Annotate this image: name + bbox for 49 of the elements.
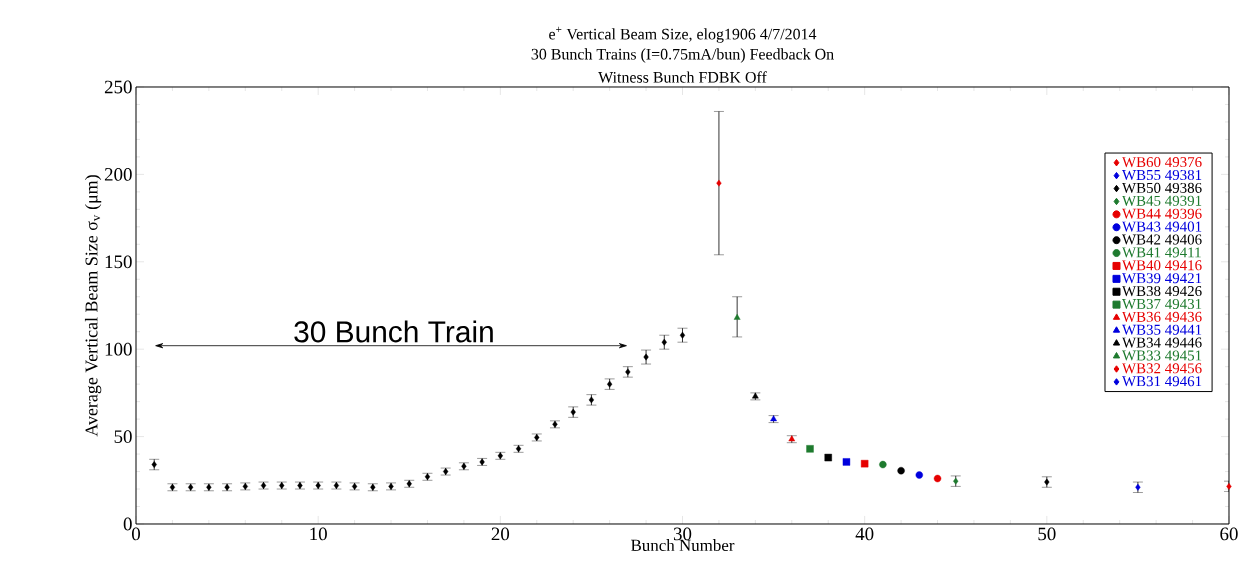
x-tick-label: 20: [491, 527, 510, 541]
x-tick-label: 30: [673, 527, 692, 541]
legend-label: WB36 49436: [1122, 311, 1202, 322]
legend-label: WB37 49431: [1122, 298, 1202, 310]
point: [661, 338, 667, 346]
point: [842, 458, 851, 466]
chart-subtitle: 30 Bunch Trains (I=0.75mA/bun) Feedback On: [531, 48, 834, 63]
chart-title: e$^{+}$ Vertical Beam Size, elog1906 4/7/2014: [549, 26, 817, 43]
point: [806, 445, 814, 453]
legend-label: WB55 49381: [1122, 169, 1202, 181]
legend-label: WB60 49376: [1122, 157, 1202, 168]
x-tick-label: 50: [1038, 527, 1056, 541]
legend-label: WB43 49401: [1122, 221, 1202, 232]
point: [679, 331, 686, 339]
legend-label: WB34 49446: [1122, 337, 1202, 348]
point: [933, 474, 942, 483]
point: [860, 459, 869, 468]
point: [716, 179, 722, 187]
annotation: 30 Bunch Train: [294, 320, 493, 343]
legend-label: WB35 49441: [1122, 324, 1202, 335]
point: [733, 313, 741, 320]
y-tick-label: 200: [104, 168, 132, 181]
legend-label: WB45 49391: [1122, 195, 1202, 206]
y-tick-label: 250: [104, 80, 132, 94]
point: [824, 453, 832, 462]
legend-label: WB42 49406: [1122, 234, 1202, 245]
legend-label: WB39 49421: [1122, 273, 1202, 284]
x-tick-label: 0: [131, 527, 141, 541]
point: [643, 353, 649, 361]
y-tick-label: 150: [105, 255, 132, 269]
legend-label: WB50 49386: [1122, 182, 1202, 194]
legend-label: WB32 49456: [1122, 363, 1202, 374]
y-tick-label: 100: [105, 342, 132, 356]
point: [897, 466, 905, 475]
y-tick-label: 0: [123, 517, 132, 531]
x-tick-label: 60: [1220, 527, 1238, 541]
legend-label: WB38 49426: [1122, 286, 1202, 297]
text: Witness Bunch FDBK Off: [598, 71, 767, 83]
legend-label: WB41 49411: [1122, 247, 1201, 258]
x-tick-label: 40: [855, 527, 874, 541]
legend-label: WB31 49461: [1122, 376, 1202, 387]
legend-label: WB33 49451: [1122, 350, 1202, 361]
y-tick-label: 50: [114, 430, 132, 443]
legend-label: WB44 49396: [1122, 208, 1202, 219]
legend-label: WB40 49416: [1122, 260, 1202, 271]
y-axis-title: Average Vertical Beam Size σ$_{v}$ (μm): [84, 175, 102, 437]
point: [879, 460, 887, 469]
x-tick-label: 10: [310, 527, 327, 541]
point: [915, 471, 924, 479]
